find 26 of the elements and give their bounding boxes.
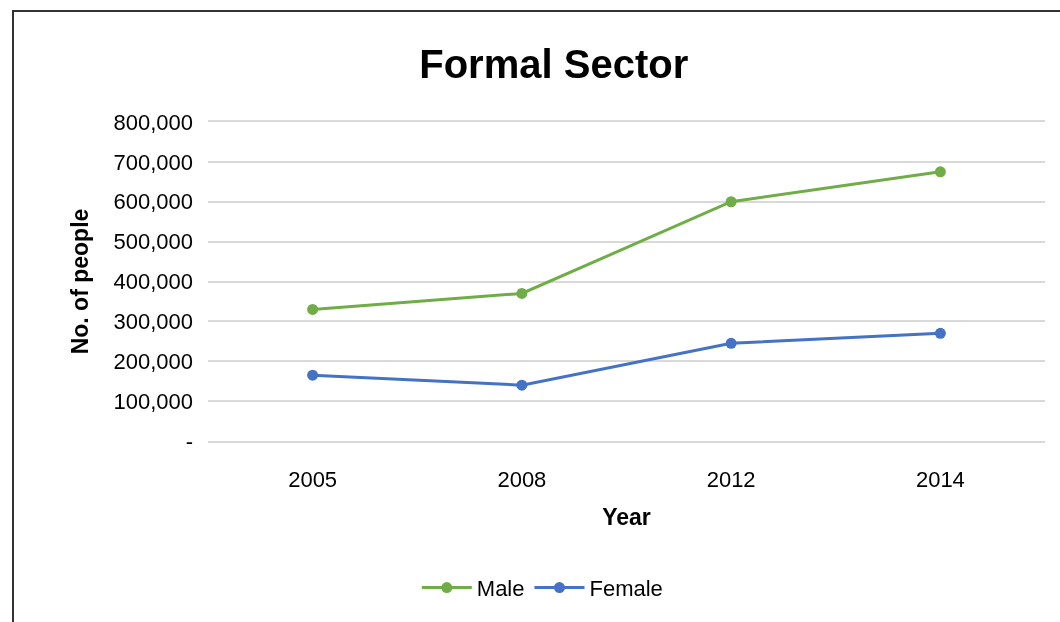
point bbox=[934, 166, 946, 178]
y-tick-label: 200,000 bbox=[113, 348, 193, 374]
x-tick-label: 2012 bbox=[706, 467, 756, 493]
x-tick-label: 2008 bbox=[497, 467, 547, 493]
point bbox=[516, 379, 528, 391]
point bbox=[934, 327, 946, 339]
y-tick-label: 600,000 bbox=[113, 189, 193, 215]
y-tick-label: 500,000 bbox=[113, 229, 193, 255]
y-axis-title: No. of people bbox=[66, 208, 93, 355]
point bbox=[725, 337, 737, 349]
y-tick-label: 800,000 bbox=[113, 109, 193, 135]
point bbox=[516, 287, 528, 299]
legend-label: Female bbox=[589, 576, 663, 602]
y-tick-label: 400,000 bbox=[113, 269, 193, 295]
y-tick-label: 100,000 bbox=[113, 388, 193, 414]
chart-title: Formal Sector bbox=[419, 42, 689, 87]
legend-label: Male bbox=[476, 576, 525, 602]
x-axis-title: Year bbox=[602, 504, 651, 531]
point bbox=[307, 369, 319, 381]
y-tick-label: 700,000 bbox=[113, 149, 193, 175]
point bbox=[725, 196, 737, 208]
y-tick-label: - bbox=[185, 428, 193, 454]
x-tick-label: 2005 bbox=[288, 467, 338, 493]
y-tick-label: 300,000 bbox=[113, 309, 193, 335]
point bbox=[307, 303, 319, 315]
x-tick-label: 2014 bbox=[915, 467, 965, 493]
